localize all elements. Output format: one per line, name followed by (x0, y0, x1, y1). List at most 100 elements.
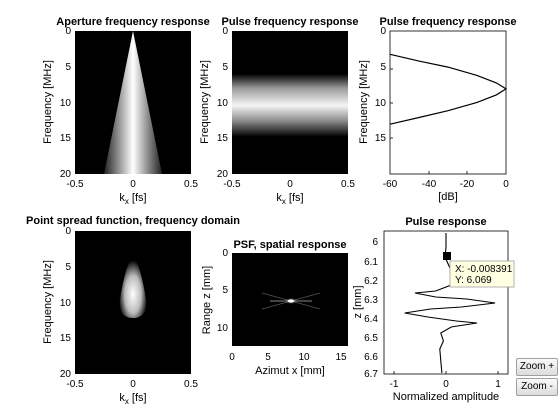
x-axis-label: kx [fs] (119, 192, 146, 206)
datatip[interactable]: X: -0.008391 Y: 6.069 (443, 252, 515, 288)
y-tick: 6 (372, 237, 378, 248)
x-tick-labels: -60 -40 -20 0 (383, 179, 509, 190)
panel-psf-spatial: PSF, spatial response 0 5 10 0 5 10 15 A… (201, 239, 348, 377)
y-axis-label: Frequency [MHz] (358, 60, 370, 144)
psf-spot (261, 292, 321, 310)
y-tick: 5 (380, 62, 386, 73)
y-tick: 15 (60, 333, 72, 344)
y-axis-label: Range z [mm] (201, 266, 213, 334)
y-tick: 5 (65, 62, 71, 73)
y-axis-label: Frequency [MHz] (42, 260, 54, 344)
x-axis-label: kx [fs] (119, 392, 146, 406)
x-tick: 0 (503, 179, 509, 190)
x-tick: -0.5 (66, 179, 84, 190)
panel-title: Aperture frequency response (56, 16, 209, 28)
aperture-cone (104, 31, 162, 174)
pulse-curve-line (389, 53, 508, 125)
y-tick: 10 (217, 98, 229, 109)
y-tick: 15 (375, 133, 387, 144)
x-axis-label: Normalized amplitude (393, 391, 499, 403)
y-tick: 0 (65, 26, 71, 37)
y-tick: 6.6 (364, 352, 378, 363)
x-tick: 0 (229, 352, 235, 363)
y-tick-labels: 0 5 10 15 20 (217, 26, 229, 180)
x-tick: -60 (383, 179, 398, 190)
x-tick: 0.5 (341, 179, 355, 190)
y-tick: 6.4 (364, 314, 378, 325)
x-tick: 0.5 (184, 179, 198, 190)
y-ticks (390, 68, 468, 174)
x-tick: 0 (287, 179, 293, 190)
y-tick: 0 (65, 226, 71, 237)
x-tick-labels: -1 0 1 (390, 379, 502, 390)
y-tick: 6.5 (364, 333, 378, 344)
y-tick: 15 (60, 133, 72, 144)
x-tick-labels: 0 5 10 15 (229, 352, 347, 363)
panel-psf-freq: Point spread function, frequency domain … (26, 215, 240, 406)
y-tick: 0 (380, 26, 386, 37)
x-ticks (393, 371, 499, 374)
panel-title: Pulse response (405, 216, 486, 228)
zoom-in-button[interactable]: Zoom + (516, 358, 558, 376)
y-tick: 0 (222, 248, 228, 259)
x-tick: 1 (495, 379, 501, 390)
x-tick-labels: -0.5 0 0.5 (223, 179, 355, 190)
y-tick: 0 (222, 26, 228, 37)
y-tick: 6.1 (364, 257, 378, 268)
datatip-y-text: Y: 6.069 (455, 275, 492, 286)
y-axis-label: Frequency [MHz] (199, 60, 211, 144)
x-axis-label: [dB] (438, 191, 458, 203)
y-tick-labels: 0 5 10 (217, 248, 229, 334)
y-tick: 20 (60, 169, 72, 180)
plot-area (389, 30, 507, 175)
x-tick: -40 (422, 179, 437, 190)
y-tick: 10 (60, 298, 72, 309)
psf-blob (119, 256, 147, 318)
y-tick: 10 (375, 98, 387, 109)
x-tick: 0 (443, 379, 449, 390)
panel-pulse-freq: Pulse frequency response 0 5 10 15 20 -0… (199, 16, 358, 206)
x-tick-labels: -0.5 0 0.5 (66, 179, 198, 190)
zoom-out-button[interactable]: Zoom - (516, 378, 558, 396)
datatip-marker[interactable] (443, 252, 451, 260)
panel-title: PSF, spatial response (233, 239, 346, 251)
y-tick-labels: 0 5 10 15 20 (60, 26, 72, 180)
x-axis-label: kx [fs] (276, 192, 303, 206)
panel-aperture: Aperture frequency response 0 5 10 15 20… (42, 16, 210, 206)
pulse-band-image (232, 31, 348, 174)
datatip-box (449, 260, 515, 288)
x-tick: 0.5 (184, 379, 198, 390)
y-tick: 5 (222, 62, 228, 73)
x-tick: 0 (130, 179, 136, 190)
y-tick: 5 (222, 285, 228, 296)
x-tick-labels: -0.5 0 0.5 (66, 379, 198, 390)
x-axis-label: Azimut x [mm] (255, 365, 325, 377)
y-tick: 6.7 (364, 369, 378, 380)
x-tick: -20 (460, 179, 475, 190)
x-tick: -1 (390, 379, 399, 390)
x-tick: -0.5 (223, 179, 241, 190)
y-tick: 20 (217, 169, 229, 180)
y-tick: 10 (217, 323, 229, 334)
panel-pulse-curve: Pulse frequency response 0 5 10 15 -60 -… (358, 16, 516, 203)
x-tick: -0.5 (66, 379, 84, 390)
y-axis-label: z [mm] (352, 286, 364, 319)
y-tick: 15 (217, 133, 229, 144)
y-axis-label: Frequency [MHz] (42, 60, 54, 144)
y-tick: 10 (60, 98, 72, 109)
x-tick: 0 (130, 379, 136, 390)
panel-title: Point spread function, frequency domain (26, 215, 240, 227)
y-tick: 20 (60, 369, 72, 380)
y-tick-labels: 6 6.1 6.2 6.3 6.4 6.5 6.6 6.7 (364, 237, 378, 380)
x-tick: 10 (298, 352, 310, 363)
y-tick-labels: 0 5 10 15 20 (60, 226, 72, 380)
panel-title: Pulse frequency response (380, 16, 517, 28)
y-tick: 6.3 (364, 295, 378, 306)
datatip-x-text: X: -0.008391 (455, 264, 513, 275)
y-tick: 5 (65, 262, 71, 273)
panel-title: Pulse frequency response (222, 16, 359, 28)
y-tick: 6.2 (364, 276, 378, 287)
y-tick-labels: 0 5 10 15 (375, 26, 387, 144)
x-tick: 5 (265, 352, 271, 363)
